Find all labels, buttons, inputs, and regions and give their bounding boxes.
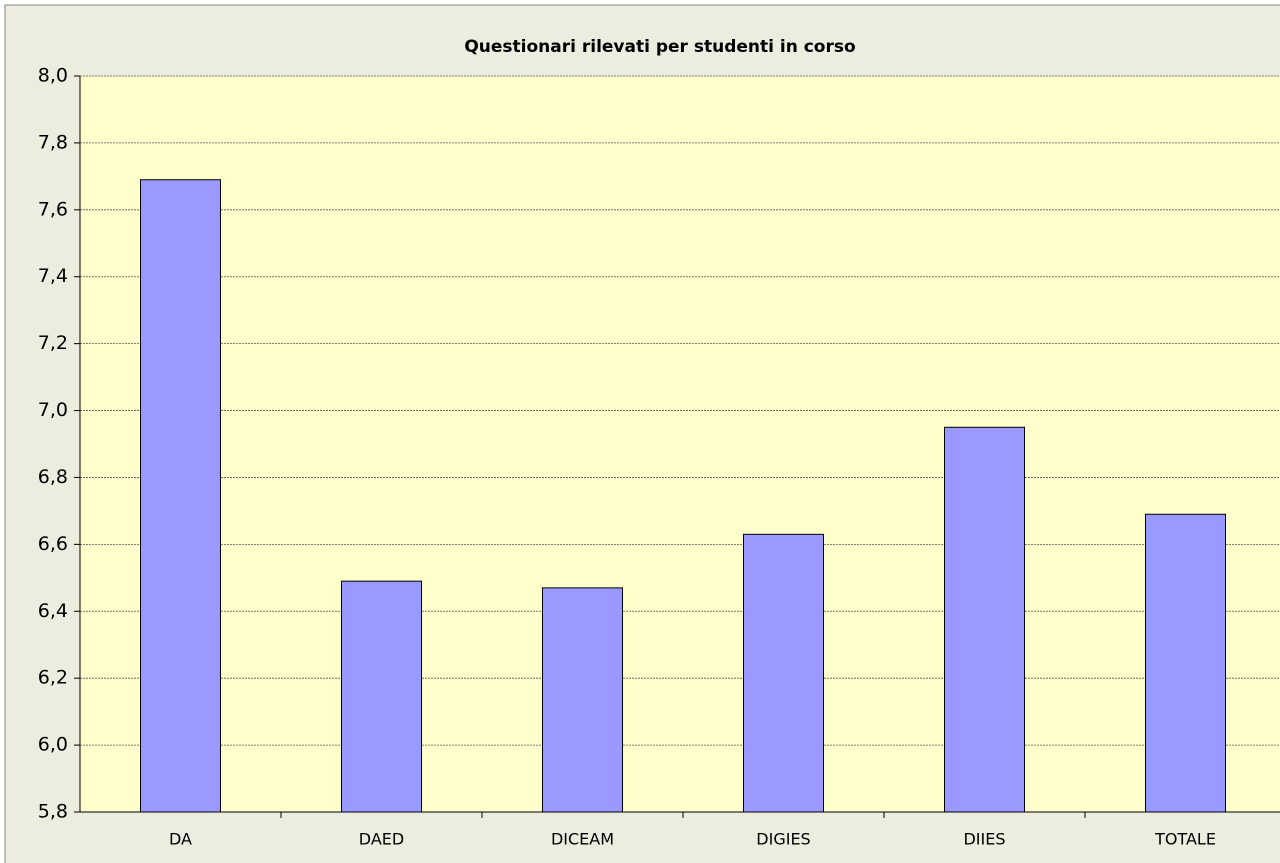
y-tick-label: 5,8 [38, 801, 68, 823]
y-tick-label: 6,6 [38, 533, 68, 555]
bar [743, 533, 824, 813]
bar [140, 179, 221, 813]
y-tick-label: 7,2 [38, 332, 68, 354]
x-tick-label: DIIES [963, 830, 1005, 849]
plot-area [80, 76, 1280, 812]
y-tick-label: 7,8 [38, 131, 68, 153]
bar [944, 426, 1025, 813]
y-tick-label: 6,8 [38, 466, 68, 488]
y-tick-label: 7,0 [38, 399, 68, 421]
bar [341, 580, 422, 813]
chart-title: Questionari rilevati per studenti in cor… [464, 37, 855, 57]
y-tick-label: 7,6 [38, 198, 68, 220]
y-tick-label: 7,4 [38, 265, 68, 287]
x-tick-label: DAED [359, 830, 404, 849]
x-tick-label: DIGIES [756, 830, 810, 849]
y-tick-label: 8,0 [38, 65, 68, 87]
x-tick-label: DA [169, 830, 192, 849]
x-tick-label: TOTALE [1154, 830, 1216, 849]
bar [1145, 513, 1226, 813]
bar [542, 587, 623, 813]
y-tick-label: 6,4 [38, 600, 68, 622]
y-tick-label: 6,2 [38, 667, 68, 689]
x-tick-label: DICEAM [551, 830, 614, 849]
y-tick-label: 6,0 [38, 734, 68, 756]
